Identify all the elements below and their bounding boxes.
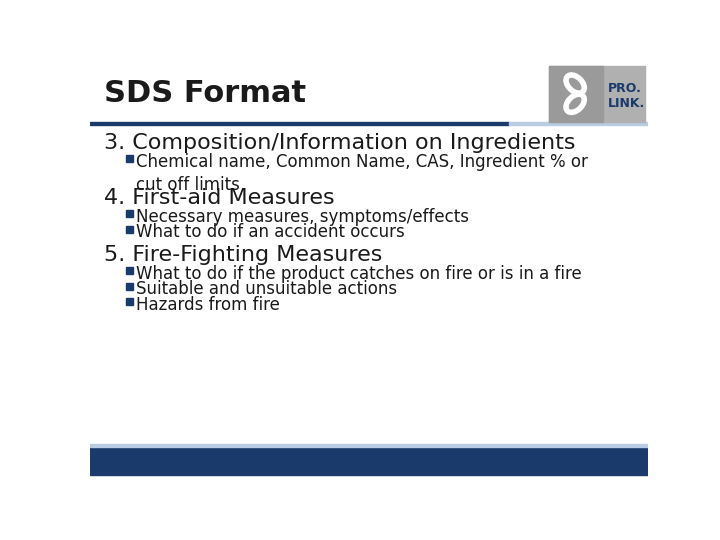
- Bar: [126, 298, 132, 305]
- Text: Chemical name, Common Name, CAS, Ingredient % or
cut off limits: Chemical name, Common Name, CAS, Ingredi…: [136, 153, 588, 194]
- Bar: [90, 448, 648, 475]
- Bar: [126, 226, 132, 233]
- Text: What to do if the product catches on fire or is in a fire: What to do if the product catches on fir…: [136, 265, 582, 283]
- Text: LINK.: LINK.: [608, 97, 645, 110]
- Bar: [126, 283, 132, 289]
- Bar: [126, 267, 132, 274]
- Text: Necessary measures, symptoms/effects: Necessary measures, symptoms/effects: [136, 208, 469, 226]
- Bar: [126, 155, 132, 162]
- Text: SDS Format: SDS Format: [104, 79, 306, 107]
- Text: Suitable and unsuitable actions: Suitable and unsuitable actions: [136, 280, 397, 299]
- Bar: [549, 66, 645, 122]
- Text: Hazards from fire: Hazards from fire: [136, 296, 279, 314]
- Bar: [90, 444, 648, 448]
- Text: What to do if an accident occurs: What to do if an accident occurs: [136, 224, 405, 241]
- Bar: [508, 122, 648, 125]
- Text: 4. First-aid Measures: 4. First-aid Measures: [104, 188, 335, 208]
- Bar: [126, 211, 132, 217]
- Text: 5. Fire-Fighting Measures: 5. Fire-Fighting Measures: [104, 245, 382, 265]
- Text: 3. Composition/Information on Ingredients: 3. Composition/Information on Ingredient…: [104, 132, 575, 153]
- Text: PRO.: PRO.: [608, 82, 642, 94]
- Bar: [549, 66, 603, 122]
- Bar: [90, 122, 508, 125]
